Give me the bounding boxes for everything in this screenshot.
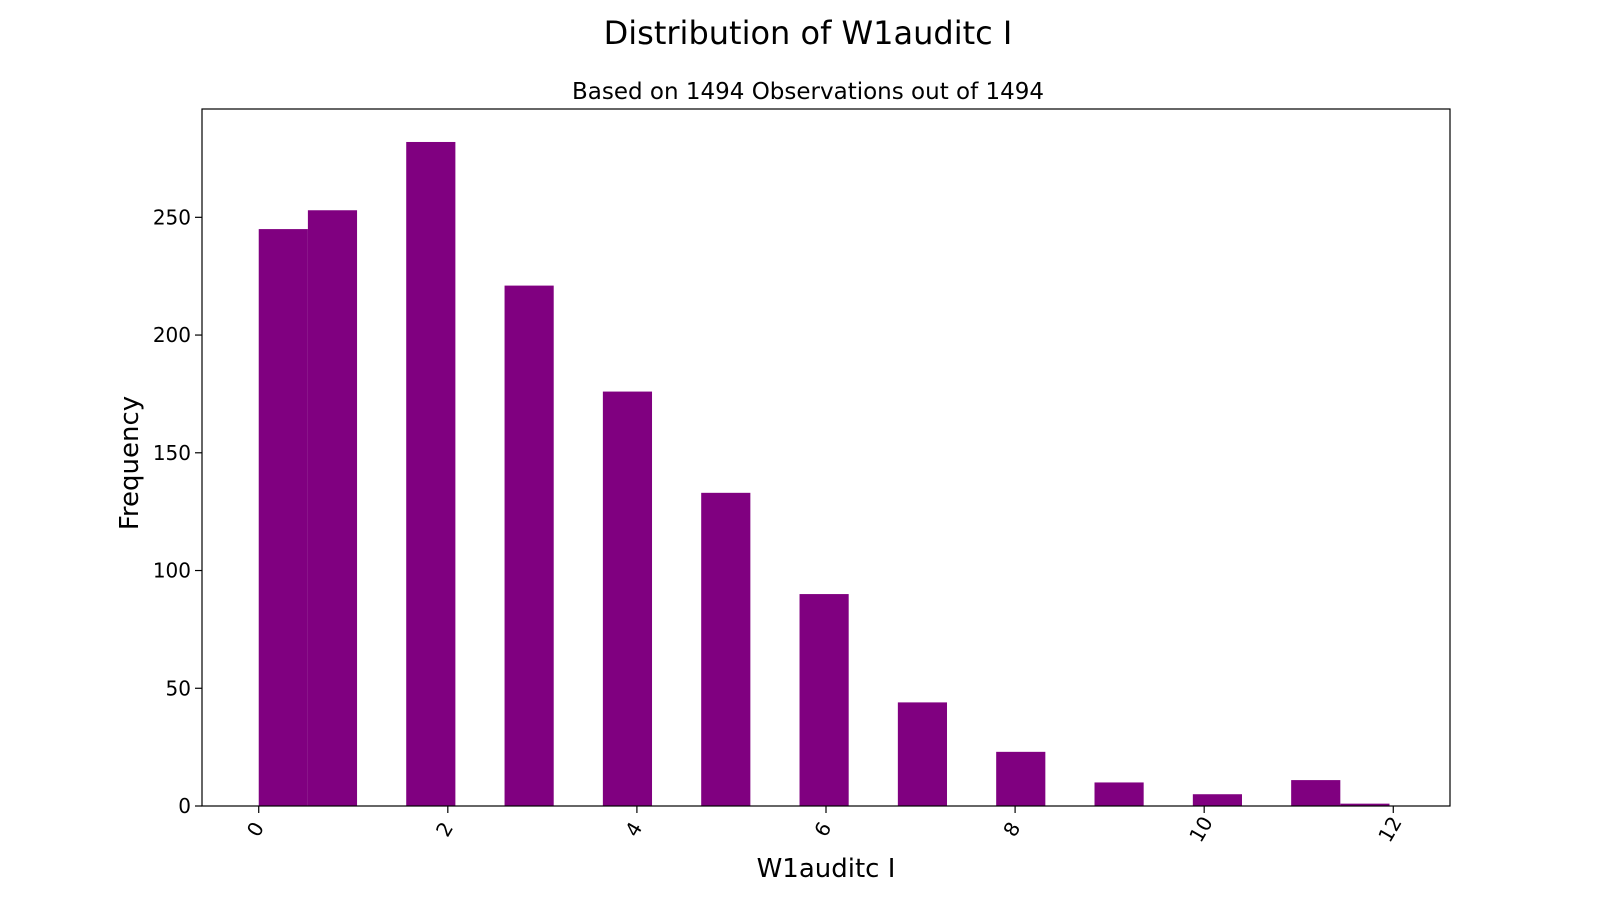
histogram-bar-2 [406, 141, 456, 807]
y-tick-label: 150 [153, 441, 191, 465]
y-tick-label: 200 [153, 323, 191, 347]
chart-subtitle: Based on 1494 Observations out of 1494 [572, 79, 1044, 105]
histogram-bar-7 [897, 702, 948, 806]
y-axis-label: Frequency [115, 396, 145, 530]
x-tick-label: 0 [242, 818, 269, 841]
histogram-bar-6 [799, 594, 849, 806]
y-tick-label: 0 [178, 794, 191, 818]
x-axis-ticks: 0 2 4 6 8 10 12 [242, 806, 1407, 846]
x-tick-label: 6 [809, 818, 836, 841]
histogram-bar-12 [1340, 803, 1390, 806]
histogram-bar-4 [602, 391, 653, 806]
histogram-bar-0 [258, 229, 308, 807]
histogram-bar-8 [996, 751, 1046, 806]
x-tick-label: 2 [431, 818, 458, 841]
chart-title: Distribution of W1auditc I [604, 14, 1013, 52]
histogram-bar-10 [1192, 794, 1242, 806]
histogram-bar-11 [1291, 780, 1341, 806]
x-tick-label: 12 [1373, 812, 1407, 846]
y-tick-label: 100 [153, 559, 191, 583]
x-tick-label: 4 [620, 818, 647, 841]
histogram-bar-3 [504, 285, 554, 807]
x-tick-label: 8 [998, 818, 1025, 841]
y-axis-ticks: 0 50 100 150 200 250 [153, 205, 202, 818]
histogram-bar-5 [701, 492, 751, 806]
x-tick-label: 10 [1184, 812, 1218, 846]
histogram-bar-9 [1094, 782, 1144, 806]
x-axis-label: W1auditc I [757, 854, 896, 884]
bars-group [258, 141, 1390, 807]
y-tick-label: 250 [153, 205, 191, 229]
y-tick-label: 50 [166, 676, 191, 700]
histogram-bar-1 [307, 210, 358, 806]
